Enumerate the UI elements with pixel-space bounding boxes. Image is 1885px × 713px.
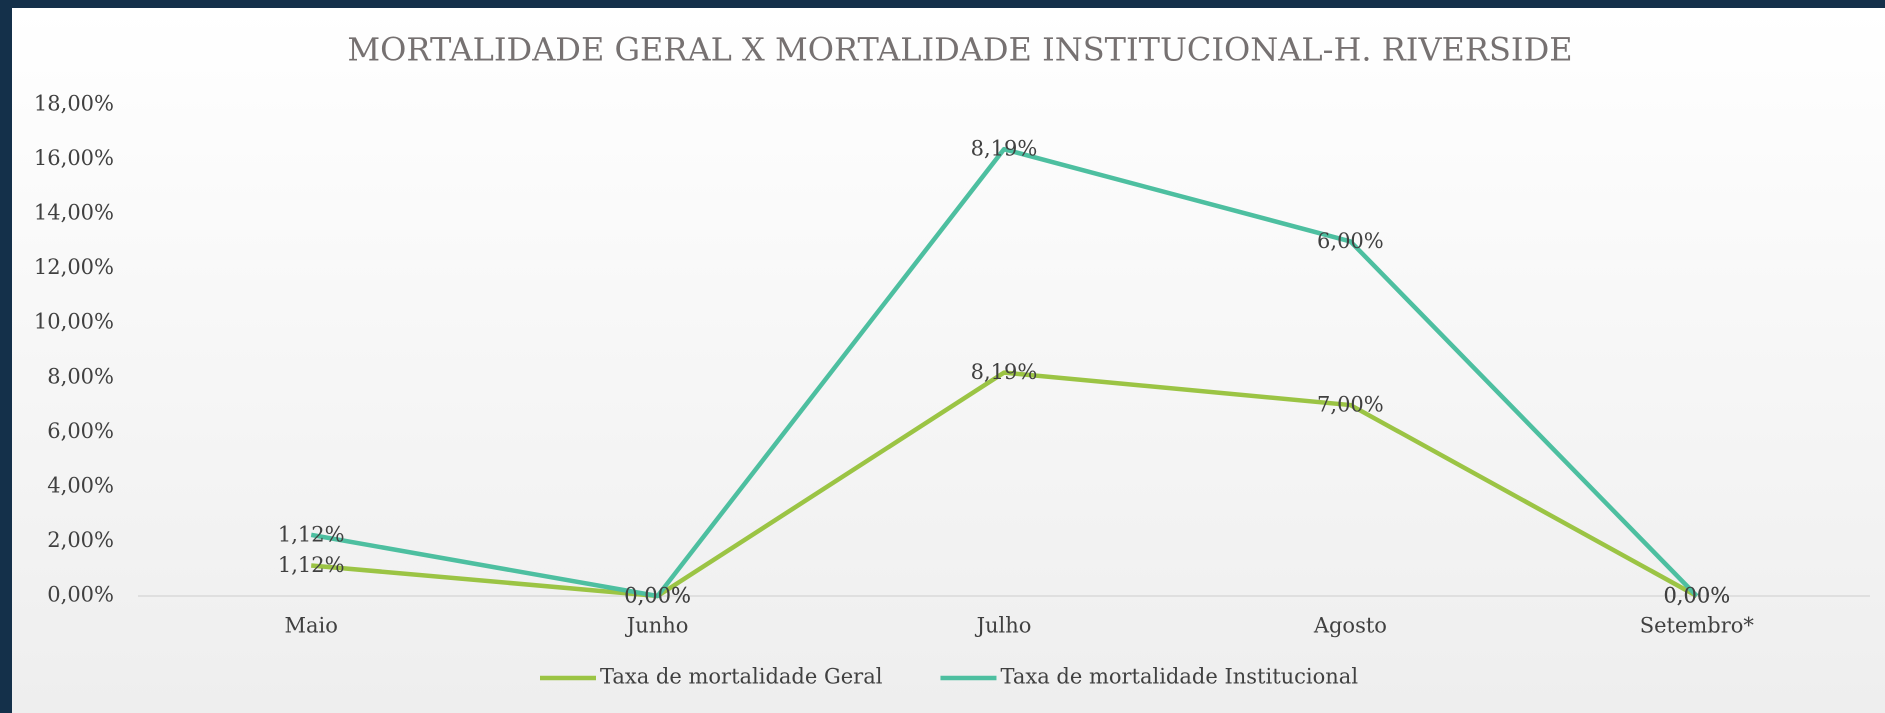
data-label: 0,00% — [1663, 584, 1730, 608]
data-label: 8,19% — [971, 360, 1038, 384]
series-line — [311, 370, 1698, 599]
data-label: 1,12% — [278, 553, 345, 577]
x-tick-label: Maio — [285, 614, 338, 638]
x-tick-label: Julho — [975, 614, 1032, 638]
chart-background — [12, 8, 1885, 713]
y-tick-label: 18,00% — [34, 92, 114, 116]
y-tick-label: 2,00% — [47, 528, 114, 552]
series-line — [310, 146, 1699, 599]
y-tick-label: 10,00% — [34, 310, 114, 334]
y-tick-label: 14,00% — [34, 201, 114, 225]
y-tick-label: 0,00% — [47, 583, 114, 607]
chart-title: MORTALIDADE GERAL X MORTALIDADE INSTITUC… — [347, 31, 1572, 69]
data-label: 6,00% — [1317, 229, 1384, 253]
y-tick-label: 16,00% — [34, 146, 114, 170]
y-tick-label: 4,00% — [47, 473, 114, 497]
legend-label: Taxa de mortalidade Geral — [600, 665, 883, 689]
data-label: 0,00% — [624, 584, 691, 608]
x-tick-label: Setembro* — [1640, 614, 1755, 638]
y-tick-label: 6,00% — [47, 419, 114, 443]
data-label: 7,00% — [1317, 393, 1384, 417]
x-tick-label: Junho — [625, 614, 689, 638]
x-tick-label: Agosto — [1313, 614, 1387, 638]
data-label: 1,12% — [278, 522, 345, 546]
y-tick-label: 8,00% — [47, 364, 114, 388]
data-label: 8,19% — [971, 137, 1038, 161]
legend-label: Taxa de mortalidade Institucional — [1000, 665, 1358, 689]
y-tick-label: 12,00% — [34, 255, 114, 279]
